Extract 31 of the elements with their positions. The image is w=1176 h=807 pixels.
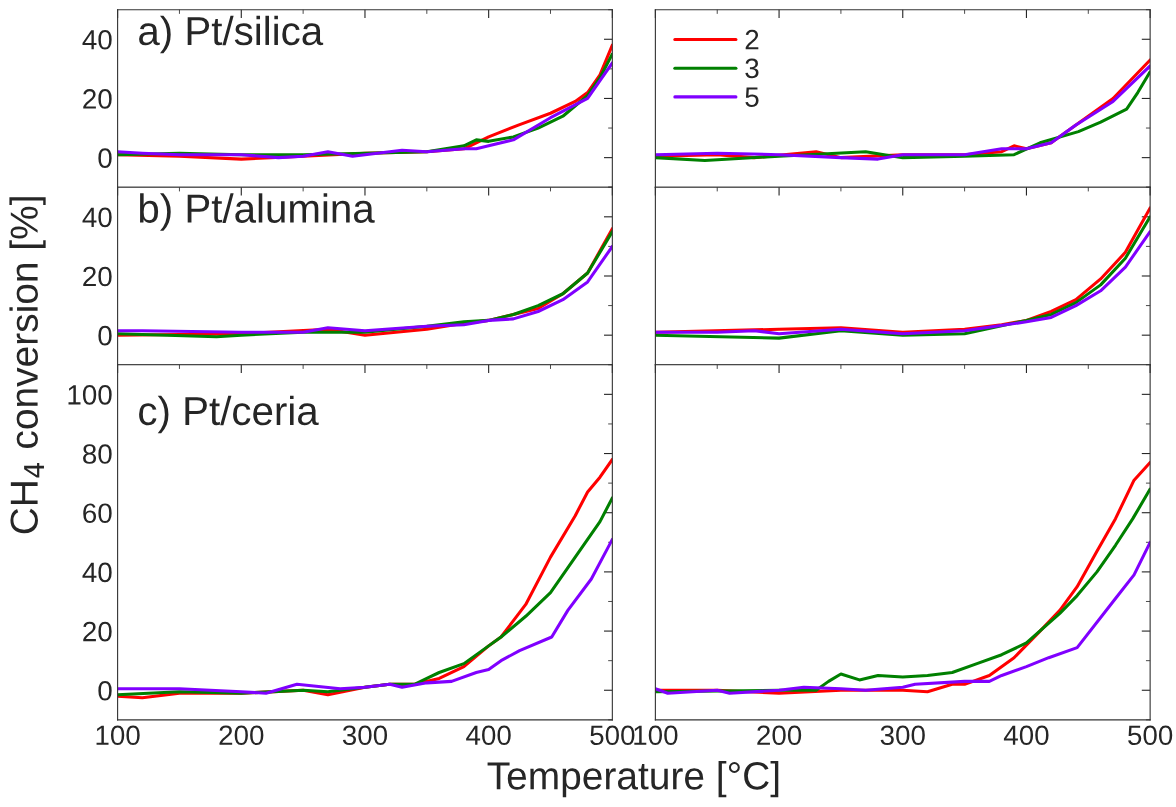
legend-label: 3 <box>745 58 759 79</box>
y-tick-label: 20 <box>83 89 112 109</box>
line-series <box>117 244 613 334</box>
x-tick-label: 100 <box>634 725 678 746</box>
y-axis-title: CH$_{4}$ conversion [%] <box>9 197 46 534</box>
x-tick-label: 300 <box>342 725 388 746</box>
y-tick-label: 0 <box>98 148 112 168</box>
line-series <box>117 537 613 695</box>
y-tick-label: 0 <box>98 680 112 701</box>
legend-label: 2 <box>745 29 759 50</box>
annotation: a) Pt/silica <box>139 15 324 54</box>
y-tick-label: 40 <box>82 562 112 583</box>
y-tick-label: 100 <box>68 385 112 405</box>
x-axis-title: Temperature [°C] <box>487 761 779 798</box>
x-tick-label: 200 <box>757 725 802 746</box>
x-tick-label: 500 <box>590 725 635 746</box>
y-tick-label: 40 <box>82 207 112 228</box>
y-tick-label: 20 <box>83 621 112 642</box>
y-tick-label: 60 <box>83 503 112 524</box>
y-tick-label: 0 <box>98 325 112 346</box>
y-tick-label: 40 <box>82 29 112 50</box>
annotation: b) Pt/alumina <box>139 193 375 231</box>
x-tick-label: 300 <box>880 725 925 746</box>
y-tick-label: 80 <box>83 444 112 464</box>
x-tick-label: 200 <box>219 725 264 746</box>
legend-label: 5 <box>745 87 759 107</box>
x-tick-label: 400 <box>466 725 511 746</box>
x-tick-label: 400 <box>1003 725 1049 746</box>
x-tick-label: 500 <box>1128 725 1173 746</box>
annotation: c) Pt/ceria <box>139 395 319 434</box>
y-tick-label: 20 <box>83 266 112 287</box>
